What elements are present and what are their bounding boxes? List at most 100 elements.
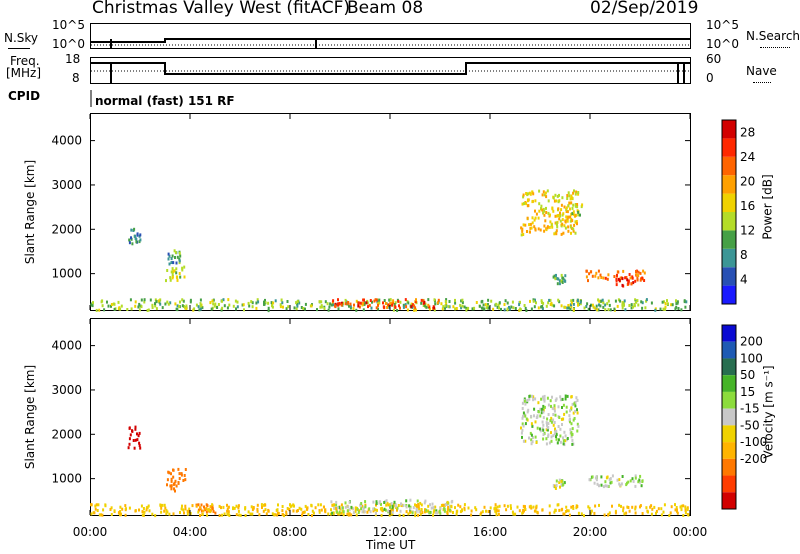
velocity-cell xyxy=(348,508,351,512)
velocity-cell xyxy=(562,442,565,446)
y-tick-label: 4000 xyxy=(51,134,82,148)
power-cell xyxy=(214,302,217,306)
velocity-cell xyxy=(276,513,279,517)
velocity-cell xyxy=(556,441,559,445)
power-cell xyxy=(228,303,231,307)
power-cell xyxy=(349,306,352,310)
power-cell xyxy=(365,301,368,305)
velocity-cell xyxy=(375,511,377,515)
power-cell xyxy=(525,192,528,195)
power-cell xyxy=(281,301,284,305)
velocity-cell xyxy=(603,513,606,517)
power-cell xyxy=(552,196,555,200)
velocity-cell xyxy=(183,474,186,477)
power-cell xyxy=(227,298,230,302)
colorbar-tick-label: -50 xyxy=(740,418,760,432)
velocity-cell xyxy=(182,508,185,512)
velocity-cell xyxy=(474,506,477,510)
power-cell xyxy=(534,199,537,203)
power-cell xyxy=(495,302,498,306)
velocity-cell xyxy=(634,505,637,509)
power-cell xyxy=(432,306,435,310)
power-cell xyxy=(680,308,683,312)
velocity-cell xyxy=(553,510,556,514)
velocity-cell xyxy=(493,507,496,511)
velocity-cell xyxy=(522,424,525,428)
velocity-cell xyxy=(569,420,571,424)
velocity-cell xyxy=(559,398,562,402)
power-cell xyxy=(241,303,244,307)
power-cell xyxy=(480,300,483,304)
power-cell xyxy=(463,305,466,309)
velocity-cell xyxy=(362,506,365,510)
power-cell xyxy=(613,307,616,311)
power-cell xyxy=(357,301,360,305)
power-cell xyxy=(487,303,489,307)
velocity-cell xyxy=(570,431,573,435)
velocity-cell xyxy=(168,512,171,516)
velocity-cell xyxy=(109,508,112,511)
velocity-cell xyxy=(170,477,173,481)
velocity-cell xyxy=(391,510,394,514)
power-cell xyxy=(359,301,362,305)
velocity-cell xyxy=(174,479,177,483)
velocity-cell xyxy=(129,433,132,437)
velocity-cell xyxy=(310,503,313,507)
power-cell xyxy=(616,273,618,277)
velocity-cell xyxy=(138,431,141,435)
power-cell xyxy=(553,304,556,308)
power-cell xyxy=(128,241,131,245)
velocity-cell xyxy=(551,395,553,399)
velocity-cell xyxy=(134,425,137,429)
power-cell xyxy=(621,303,624,307)
y-tick-label: 2000 xyxy=(51,222,82,236)
velocity-cell xyxy=(110,506,113,510)
velocity-cell xyxy=(319,503,322,507)
power-cell xyxy=(636,299,639,303)
y-tick-label: 4000 xyxy=(51,339,82,353)
nsearch-tick-top: 10^5 xyxy=(706,18,739,32)
power-cell xyxy=(257,300,260,304)
power-cell xyxy=(329,302,332,306)
power-cell xyxy=(357,304,360,308)
power-cell xyxy=(101,304,104,308)
velocity-cell xyxy=(554,398,557,402)
velocity-cell xyxy=(427,509,430,513)
velocity-cell xyxy=(364,505,367,509)
power-cell xyxy=(508,307,511,311)
velocity-cell xyxy=(393,500,396,504)
velocity-cell xyxy=(555,429,558,433)
colorbar-swatch xyxy=(722,442,736,459)
power-cell xyxy=(567,204,570,208)
velocity-cell xyxy=(570,433,573,437)
power-cell xyxy=(181,268,184,272)
power-cell xyxy=(383,299,386,302)
velocity-cell xyxy=(526,398,529,402)
velocity-cell xyxy=(554,427,556,431)
colorbar-tick-label: 8 xyxy=(740,248,748,262)
power-cell xyxy=(616,304,619,308)
velocity-cell xyxy=(546,396,549,400)
power-cell xyxy=(193,307,196,311)
y-tick-label: 3000 xyxy=(51,383,82,397)
velocity-cell xyxy=(336,510,338,514)
velocity-cell xyxy=(306,507,309,511)
power-cell xyxy=(541,305,544,308)
velocity-cell xyxy=(446,510,449,514)
power-cell xyxy=(624,276,627,280)
power-cell xyxy=(565,210,568,213)
colorbar-tick-label: -100 xyxy=(740,435,767,449)
power-cell xyxy=(344,298,347,302)
velocity-cell xyxy=(559,427,562,431)
velocity-cell xyxy=(285,512,288,516)
velocity-cell xyxy=(532,398,535,402)
power-cell xyxy=(340,301,343,305)
velocity-cell xyxy=(119,505,122,509)
power-cell xyxy=(548,298,551,302)
power-cell xyxy=(544,191,547,195)
velocity-cell xyxy=(675,506,678,509)
velocity-cell xyxy=(113,509,116,513)
power-cell xyxy=(553,274,556,278)
velocity-cell xyxy=(614,509,617,513)
velocity-cell xyxy=(546,417,549,421)
